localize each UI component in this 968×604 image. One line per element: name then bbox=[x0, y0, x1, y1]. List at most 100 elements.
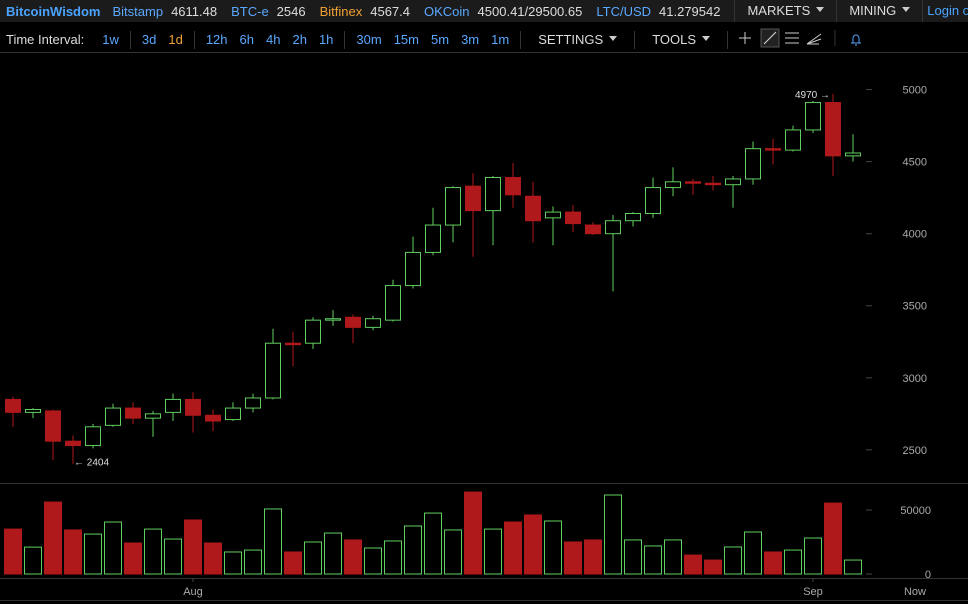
interval-button[interactable]: 12h bbox=[205, 32, 228, 47]
volume-bar bbox=[4, 528, 22, 575]
crosshair-tool[interactable] bbox=[739, 32, 752, 44]
candle-body bbox=[185, 398, 201, 416]
candle-body bbox=[265, 342, 281, 399]
hline-tool[interactable] bbox=[785, 32, 800, 44]
interval-button[interactable]: 3m bbox=[461, 32, 480, 47]
volume-bar bbox=[224, 551, 242, 575]
candle-body bbox=[845, 152, 861, 157]
interval-button[interactable]: 15m bbox=[393, 32, 419, 47]
alert-tool[interactable] bbox=[851, 34, 862, 46]
candle-body bbox=[805, 102, 821, 131]
separator bbox=[520, 30, 522, 49]
fan-tool[interactable] bbox=[806, 33, 822, 45]
header-menu[interactable]: MINING bbox=[836, 0, 922, 22]
volume-tick-label: 50000 bbox=[900, 505, 931, 517]
candle-body bbox=[665, 181, 681, 189]
ticker[interactable]: LTC/USD 41.279542 bbox=[596, 4, 720, 19]
candle-body bbox=[405, 251, 421, 287]
y-tick-label: 4000 bbox=[903, 229, 927, 241]
x-tick-label: Aug bbox=[183, 586, 203, 598]
volume-bar bbox=[624, 539, 642, 575]
candle-body bbox=[485, 176, 501, 212]
candle-body bbox=[505, 176, 521, 196]
candle-body bbox=[725, 178, 741, 186]
interval-button[interactable]: 30m bbox=[356, 32, 382, 47]
volume-bar bbox=[344, 539, 362, 575]
candle-body bbox=[5, 398, 21, 413]
volume-bar bbox=[604, 494, 622, 575]
volume-bar bbox=[204, 542, 222, 575]
tool-icons[interactable] bbox=[733, 28, 883, 48]
separator bbox=[193, 30, 195, 49]
interval-button[interactable]: 1w bbox=[102, 32, 119, 47]
candle-body bbox=[545, 211, 561, 219]
separator bbox=[634, 30, 636, 49]
login-link[interactable]: Login o bbox=[922, 0, 968, 22]
volume-bar bbox=[84, 533, 102, 575]
low-annotation: ← 2404 bbox=[74, 458, 109, 469]
y-tick-label: 3500 bbox=[903, 301, 927, 313]
candle-body bbox=[425, 224, 441, 253]
volume-bar bbox=[164, 538, 182, 575]
candle-body bbox=[365, 318, 381, 328]
candle-body bbox=[745, 148, 761, 180]
toolbar: Time Interval: 1w 3d 1d 12h 6h 4h 2h 1h 30m 15m 5m 3… bbox=[0, 27, 968, 53]
separator bbox=[727, 30, 729, 49]
interval-button[interactable]: 6h bbox=[239, 32, 254, 47]
interval-button[interactable]: 3d bbox=[141, 32, 157, 47]
ticker-name: Bitstamp bbox=[112, 3, 164, 19]
volume-bar bbox=[644, 545, 662, 575]
y-tick-label: 4500 bbox=[903, 157, 927, 169]
interval-button[interactable]: 2h bbox=[292, 32, 307, 47]
volume-bar bbox=[124, 542, 142, 575]
candle-body bbox=[305, 319, 321, 344]
interval-button[interactable]: 1d bbox=[168, 32, 183, 47]
volume-bar bbox=[524, 514, 542, 575]
volume-bar bbox=[64, 529, 82, 575]
ticker-price: 4567.4 bbox=[370, 3, 410, 19]
ticker[interactable]: OKCoin 4500.41/29500.65 bbox=[424, 4, 582, 19]
candle-body bbox=[385, 285, 401, 321]
toolbar-menu[interactable]: SETTINGS bbox=[526, 32, 629, 47]
brand-logo[interactable]: BitcoinWisdom bbox=[6, 3, 101, 19]
candle-body bbox=[125, 407, 141, 419]
y-tick-label: 3000 bbox=[903, 373, 927, 385]
drawing-tools bbox=[733, 28, 883, 51]
volume-bar bbox=[804, 537, 822, 575]
interval-button[interactable]: 1h bbox=[318, 32, 334, 47]
ticker-price: 4500.41/29500.65 bbox=[477, 3, 583, 19]
interval-button[interactable]: 5m bbox=[431, 32, 450, 47]
interval-button[interactable]: 4h bbox=[266, 32, 281, 47]
candle-body bbox=[685, 181, 701, 184]
interval-label: Time Interval: bbox=[6, 32, 85, 47]
candle-body bbox=[285, 342, 301, 346]
ticker[interactable]: BTC-e 2546 bbox=[231, 4, 305, 19]
interval-button[interactable]: 1m bbox=[491, 32, 510, 47]
candle-body bbox=[65, 440, 81, 447]
volume-bar bbox=[764, 551, 782, 575]
candle-body bbox=[85, 426, 101, 447]
candle-body bbox=[245, 397, 261, 409]
volume-bar bbox=[244, 549, 262, 575]
ticker[interactable]: Bitstamp 4611.48 bbox=[113, 4, 218, 19]
candle-body bbox=[765, 148, 781, 151]
candle-body bbox=[825, 102, 841, 157]
separator bbox=[344, 30, 346, 49]
volume-bar bbox=[584, 539, 602, 575]
candle-body bbox=[605, 220, 621, 235]
volume-bar bbox=[564, 541, 582, 575]
candle-body bbox=[625, 213, 641, 222]
volume-bar bbox=[784, 549, 802, 575]
ticker-name: LTC/USD bbox=[596, 3, 652, 19]
toolbar-menu[interactable]: TOOLS bbox=[640, 32, 722, 47]
volume-bar bbox=[264, 508, 282, 575]
header-menu[interactable]: MARKETS bbox=[734, 0, 836, 22]
volume-bar bbox=[384, 540, 402, 575]
volume-tick-label: 0 bbox=[925, 569, 931, 581]
candle-body bbox=[345, 316, 361, 328]
line-icon bbox=[763, 31, 777, 45]
ticker[interactable]: Bitfinex 4567.4 bbox=[320, 4, 410, 19]
candle-body bbox=[565, 211, 581, 225]
volume-bar bbox=[824, 502, 842, 575]
